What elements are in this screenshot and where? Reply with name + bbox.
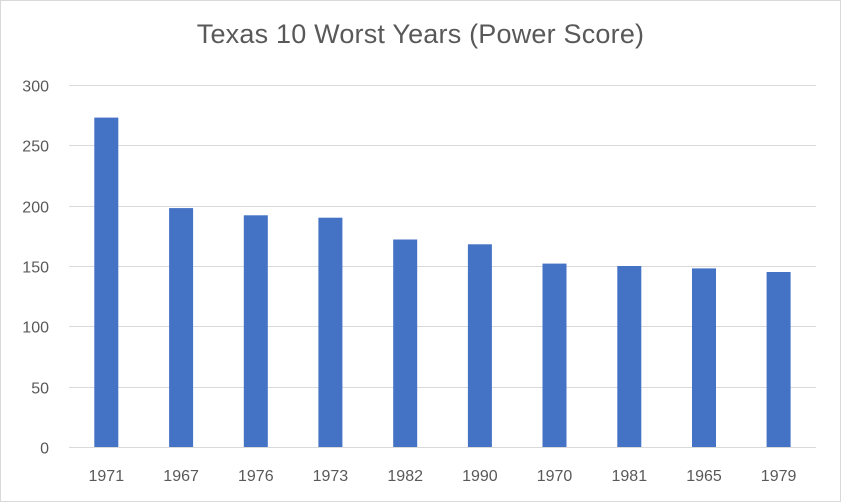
bars xyxy=(94,117,791,447)
bar-1979 xyxy=(766,272,791,447)
y-tick-label: 100 xyxy=(22,320,49,337)
x-category-label: 1979 xyxy=(761,468,797,485)
bar-1990 xyxy=(467,244,492,447)
y-tick-label: 150 xyxy=(22,260,49,277)
x-category-label: 1981 xyxy=(612,468,648,485)
bar-1970 xyxy=(542,263,567,447)
y-axis-tick-labels: 0 50 100 150 200 250 300 xyxy=(22,79,49,458)
bar-1981 xyxy=(617,266,642,447)
x-category-label: 1990 xyxy=(462,468,498,485)
y-tick-label: 300 xyxy=(22,79,49,96)
x-category-label: 1982 xyxy=(387,468,423,485)
bar-1967 xyxy=(169,208,194,447)
bar-1971 xyxy=(94,117,119,447)
bar-1982 xyxy=(393,239,418,447)
x-category-label: 1965 xyxy=(686,468,722,485)
x-category-label: 1973 xyxy=(313,468,349,485)
gridlines xyxy=(69,85,816,448)
y-tick-label: 200 xyxy=(22,200,49,217)
y-tick-label: 0 xyxy=(40,441,49,458)
y-tick-label: 250 xyxy=(22,139,49,156)
bar-1965 xyxy=(692,268,716,447)
x-category-label: 1976 xyxy=(238,468,274,485)
x-category-label: 1971 xyxy=(89,468,125,485)
bar-1976 xyxy=(243,215,268,447)
y-tick-label: 50 xyxy=(31,381,49,398)
chart-title: Texas 10 Worst Years (Power Score) xyxy=(196,19,645,49)
x-axis-category-labels: 1971 1967 1976 1973 1982 1990 1970 1981 1965 1979 xyxy=(89,468,797,485)
x-category-label: 1967 xyxy=(163,468,199,485)
x-category-label: 1970 xyxy=(537,468,573,485)
bar-1973 xyxy=(318,217,343,447)
